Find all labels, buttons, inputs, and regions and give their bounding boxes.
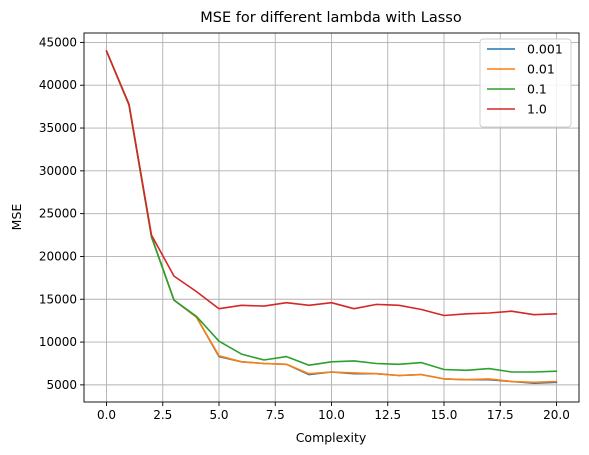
x-tick-label: 2.5: [153, 408, 172, 422]
x-tick-label: 20.0: [543, 408, 570, 422]
x-tick-label: 15.0: [431, 408, 458, 422]
y-tick-label: 40000: [39, 78, 77, 92]
y-tick-label: 10000: [39, 335, 77, 349]
legend-label: 0.01: [527, 62, 555, 77]
y-tick-label: 5000: [46, 378, 77, 392]
x-tick-label: 12.5: [374, 408, 401, 422]
x-tick-label: 7.5: [266, 408, 285, 422]
y-tick-label: 35000: [39, 121, 77, 135]
x-axis-ticks: 0.0 2.5 5.0 7.5 10.0 12.5 15.0 17.5 20.0: [97, 402, 570, 422]
y-tick-label: 45000: [39, 35, 77, 49]
x-tick-label: 10.0: [318, 408, 345, 422]
y-axis-label: MSE: [9, 204, 24, 231]
y-tick-label: 15000: [39, 292, 77, 306]
legend-label: 0.1: [527, 82, 547, 97]
y-tick-label: 30000: [39, 164, 77, 178]
y-tick-label: 25000: [39, 207, 77, 221]
x-axis-label: Complexity: [296, 430, 367, 445]
x-tick-label: 5.0: [209, 408, 228, 422]
series-line-3: [105, 50, 558, 317]
chart-title: MSE for different lambda with Lasso: [200, 10, 462, 26]
y-tick-label: 20000: [39, 249, 77, 263]
legend-box: [479, 38, 572, 128]
legend-label: 0.001: [527, 42, 563, 57]
legend-entries: 0.001 0.01 0.1 1.0: [487, 42, 563, 117]
x-tick-label: 0.0: [97, 408, 116, 422]
x-tick-label: 17.5: [487, 408, 514, 422]
legend-label: 1.0: [527, 102, 547, 117]
series-lines: [105, 50, 558, 385]
y-axis-ticks: 5000 10000 15000 20000 25000 30000 35000 40000 4…: [39, 35, 84, 392]
series-line-2: [105, 50, 558, 373]
legend: 0.001 0.01 0.1 1.0: [479, 38, 572, 128]
